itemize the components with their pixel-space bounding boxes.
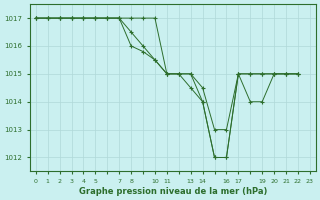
X-axis label: Graphe pression niveau de la mer (hPa): Graphe pression niveau de la mer (hPa)	[79, 187, 267, 196]
